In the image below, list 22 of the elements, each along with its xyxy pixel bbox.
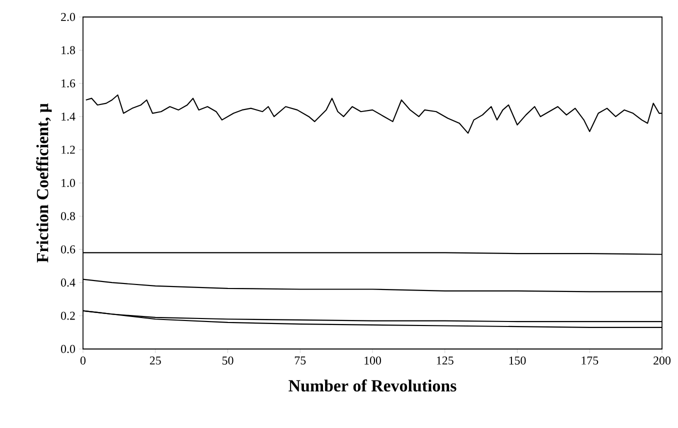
x-tick-label: 150	[509, 356, 526, 365]
x-tick-label: 100	[364, 356, 382, 365]
y-tick-label: 0.4	[60, 278, 76, 287]
x-tick-label: 175	[582, 356, 598, 365]
y-tick-label: 0.0	[60, 344, 76, 354]
y-axis-title: Friction Coefficient, μ	[36, 103, 52, 263]
y-tick-label: 1.2	[62, 146, 75, 154]
x-tick-label: 75	[294, 356, 306, 364]
x-axis-title: Number of Revolutions	[288, 379, 456, 392]
y-tick-label: 1.4	[62, 112, 76, 121]
y-tick-label: 0.6	[60, 245, 76, 254]
x-tick-label: 0	[80, 356, 86, 365]
x-tick-label: 125	[436, 356, 454, 365]
y-tick-label: 0.2	[60, 312, 75, 320]
y-tick-label: 2.0	[61, 12, 76, 22]
y-tick-label: 1.8	[62, 46, 76, 54]
y-tick-label: 1.0	[62, 178, 76, 188]
x-tick-label: 200	[654, 356, 671, 365]
y-tick-label: 0.8	[60, 212, 76, 220]
x-tick-label: 25	[150, 356, 161, 365]
x-tick-label: 50	[222, 356, 234, 365]
y-tick-label: 1.6	[62, 79, 76, 88]
